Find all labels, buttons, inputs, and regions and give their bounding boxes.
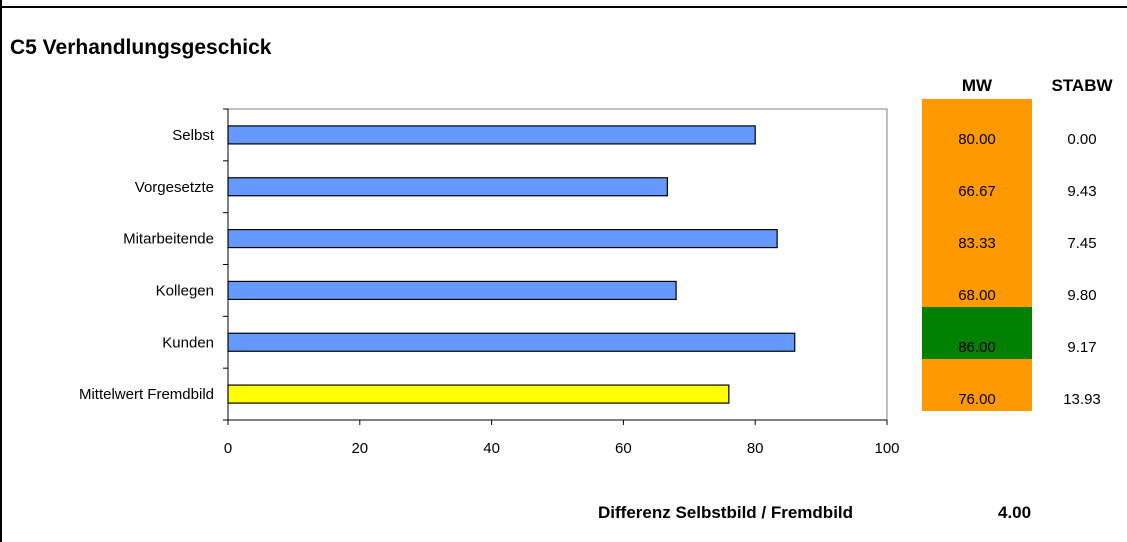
mw-cell [922, 307, 1032, 359]
category-label: Kollegen [156, 282, 214, 299]
bar [227, 228, 778, 249]
mw-value: 83.33 [958, 235, 996, 252]
mw-value: 68.00 [958, 287, 996, 304]
category-label: Mitarbeitende [123, 231, 214, 248]
category-label: Kunden [162, 334, 214, 351]
x-tick-label: 0 [224, 440, 232, 457]
x-tick-label: 60 [615, 440, 632, 457]
stabw-header: STABW [1051, 76, 1113, 95]
mw-cell [922, 99, 1032, 151]
category-label: Selbst [172, 127, 215, 144]
mw-header: MW [961, 76, 993, 95]
bar [227, 177, 668, 197]
stabw-value: 9.80 [1067, 287, 1097, 304]
mw-cell [922, 255, 1032, 307]
stabw-value: 0.00 [1067, 131, 1097, 148]
stabw-value: 7.45 [1067, 235, 1097, 252]
x-tick-label: 20 [351, 440, 368, 457]
bar [227, 125, 756, 145]
mw-value: 80.00 [958, 131, 996, 148]
x-tick-label: 100 [874, 440, 899, 457]
mw-cell [922, 359, 1032, 411]
difference-label: Differenz Selbstbild / Fremdbild [598, 503, 854, 522]
x-tick-label: 40 [483, 440, 500, 457]
frame-left-border [0, 0, 2, 542]
mw-cell [922, 151, 1032, 203]
bar [227, 332, 796, 352]
mw-value: 86.00 [958, 339, 996, 356]
mw-value: 76.00 [958, 391, 996, 408]
difference-value: 4.00 [998, 503, 1032, 522]
stabw-value: 13.93 [1063, 391, 1101, 408]
frame-top-border [0, 0, 1127, 8]
category-label: Vorgesetzte [135, 179, 214, 196]
stabw-value: 9.17 [1067, 339, 1097, 356]
bar [227, 280, 677, 301]
x-tick-label: 80 [747, 440, 764, 457]
category-label: Mittelwert Fremdbild [79, 386, 214, 403]
stabw-value: 9.43 [1067, 183, 1097, 200]
chart-title: C5 Verhandlungsgeschick [10, 36, 272, 59]
mw-value: 66.67 [958, 183, 996, 200]
mw-cell [922, 203, 1032, 255]
plot-area-frame [227, 108, 888, 421]
bar [227, 384, 730, 404]
